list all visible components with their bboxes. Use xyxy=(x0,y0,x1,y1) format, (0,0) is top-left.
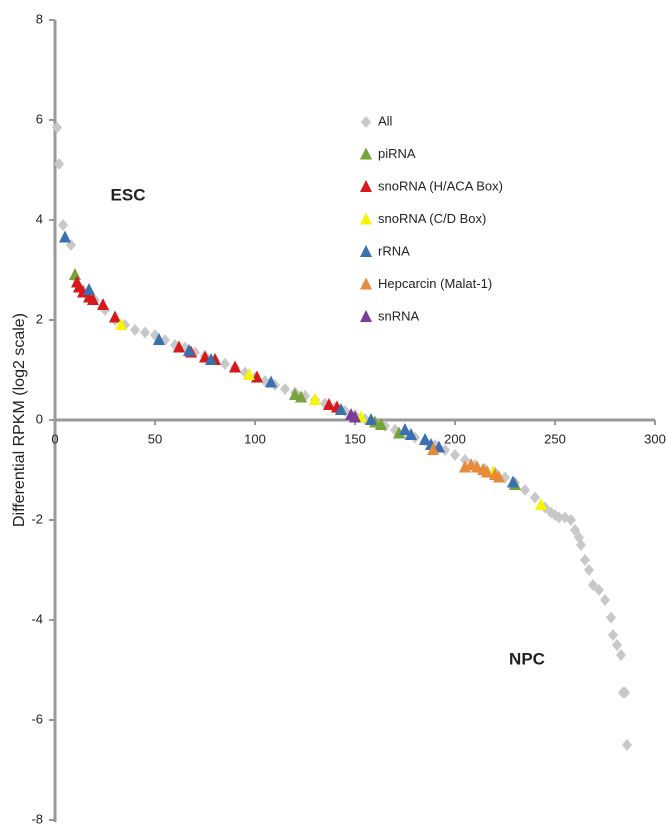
point xyxy=(140,326,150,339)
point xyxy=(570,524,580,536)
point xyxy=(608,629,618,641)
legend-label: Hepcarcin (Malat-1) xyxy=(378,276,492,291)
point xyxy=(243,368,255,380)
point xyxy=(588,579,598,591)
point xyxy=(419,433,431,445)
point xyxy=(265,375,277,388)
point xyxy=(493,470,505,483)
point xyxy=(520,484,530,496)
point xyxy=(309,393,321,405)
y-tick-label: -8 xyxy=(31,811,43,826)
legend-marker xyxy=(360,245,372,257)
y-tick-label: -4 xyxy=(31,611,43,626)
x-tick-label: 250 xyxy=(544,431,566,446)
y-axis-label: Differential RPKM (log2 scale) xyxy=(11,313,28,527)
legend-label: All xyxy=(378,113,393,128)
legend-label: snRNA xyxy=(378,308,420,323)
point xyxy=(450,449,460,461)
legend-marker xyxy=(360,147,372,160)
point xyxy=(205,353,217,365)
point xyxy=(580,554,590,566)
y-tick-label: 8 xyxy=(36,11,43,26)
legend-marker xyxy=(360,180,372,192)
point xyxy=(54,158,64,170)
x-tick-label: 0 xyxy=(51,431,58,446)
point xyxy=(87,293,99,305)
point xyxy=(229,360,241,373)
point xyxy=(530,491,540,504)
point xyxy=(481,465,493,478)
point xyxy=(349,410,361,423)
point xyxy=(427,443,439,455)
annotation: NPC xyxy=(509,649,545,668)
legend-marker xyxy=(360,212,372,225)
point xyxy=(507,475,519,488)
point xyxy=(173,340,185,353)
point xyxy=(440,444,450,456)
y-tick-label: 6 xyxy=(36,111,43,126)
legend-label: rRNA xyxy=(378,243,410,258)
point xyxy=(594,584,604,596)
point xyxy=(97,298,109,310)
legend-marker xyxy=(361,116,371,128)
point xyxy=(280,383,290,395)
point xyxy=(576,539,586,551)
legend-label: snoRNA (H/ACA Box) xyxy=(378,178,503,193)
y-tick-label: -6 xyxy=(31,711,43,726)
point xyxy=(323,398,335,410)
x-tick-label: 50 xyxy=(148,431,162,446)
point xyxy=(58,219,68,231)
x-tick-label: 150 xyxy=(344,431,366,446)
point xyxy=(375,418,387,430)
x-tick-label: 100 xyxy=(244,431,266,446)
legend-label: snoRNA (C/D Box) xyxy=(378,211,486,226)
point xyxy=(554,511,564,524)
point xyxy=(220,358,230,370)
point xyxy=(620,686,630,699)
y-tick-label: 4 xyxy=(36,211,43,226)
point xyxy=(52,121,62,134)
point xyxy=(622,739,632,751)
y-tick-label: 2 xyxy=(36,311,43,326)
point xyxy=(535,498,547,510)
legend-marker xyxy=(360,310,372,322)
legend-marker xyxy=(360,277,372,290)
point xyxy=(584,564,594,576)
annotation: ESC xyxy=(111,185,146,204)
point xyxy=(460,454,470,466)
point xyxy=(393,426,405,439)
point xyxy=(83,283,95,295)
point xyxy=(566,514,576,526)
y-tick-label: 0 xyxy=(36,411,43,426)
point xyxy=(600,594,610,606)
point xyxy=(153,333,165,345)
point xyxy=(130,324,140,336)
point xyxy=(59,230,71,243)
point xyxy=(109,310,121,323)
point xyxy=(405,428,417,440)
legend-label: piRNA xyxy=(378,146,416,161)
point xyxy=(399,423,411,435)
point xyxy=(606,611,616,624)
point xyxy=(616,649,626,661)
point xyxy=(115,318,127,330)
point xyxy=(612,639,622,651)
point xyxy=(295,390,307,403)
point xyxy=(69,268,81,280)
point xyxy=(365,413,377,425)
x-tick-label: 300 xyxy=(644,431,666,446)
point xyxy=(183,344,195,356)
x-tick-label: 200 xyxy=(444,431,466,446)
point xyxy=(335,403,347,415)
y-tick-label: -2 xyxy=(31,511,43,526)
